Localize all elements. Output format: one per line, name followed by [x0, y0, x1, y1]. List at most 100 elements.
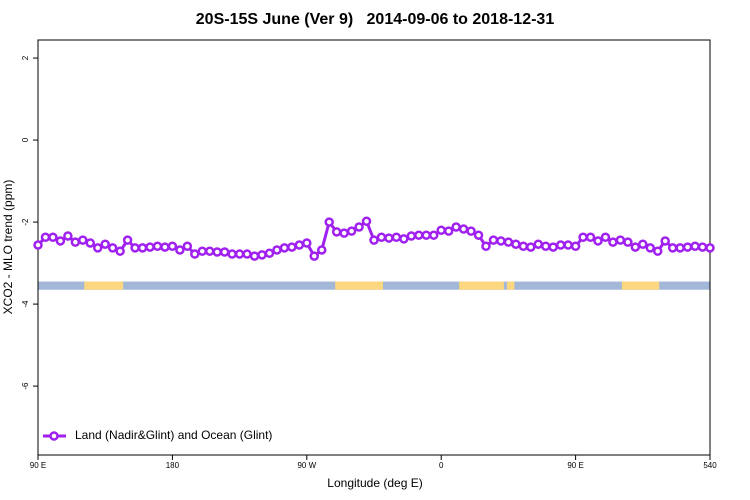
- series-point: [249, 251, 260, 261]
- series-point: [540, 241, 551, 252]
- series-point: [55, 236, 66, 246]
- series-point: [227, 249, 237, 259]
- series-point: [667, 243, 678, 253]
- x-tick-label: 90 E: [567, 461, 583, 470]
- series-point: [316, 245, 327, 255]
- series-point: [175, 245, 185, 255]
- series-point: [107, 243, 118, 253]
- x-tick-label: 180: [166, 461, 180, 470]
- y-axis-label: XCO2 - MLO trend (ppm): [1, 180, 15, 315]
- series-point: [294, 240, 305, 250]
- series-point: [421, 230, 432, 240]
- series-point: [85, 238, 96, 248]
- series-point: [466, 226, 476, 236]
- series-point: [331, 227, 342, 237]
- series-point: [436, 225, 446, 236]
- series-point: [376, 232, 387, 242]
- x-tick-label: 0: [439, 461, 444, 470]
- series-point: [428, 230, 439, 240]
- x-tick-label: 90 W: [297, 461, 316, 470]
- land-segment: [506, 281, 515, 290]
- series-point: [555, 240, 566, 250]
- series-point: [488, 235, 499, 245]
- series-point: [518, 241, 529, 252]
- y-tick-label: 0: [21, 137, 30, 142]
- series-point: [70, 237, 81, 247]
- series-point: [100, 239, 110, 249]
- series-point: [623, 237, 633, 247]
- series-point: [406, 231, 417, 241]
- series-point: [682, 242, 693, 252]
- series-point: [369, 235, 379, 245]
- land-segment: [459, 281, 504, 290]
- series-point: [578, 232, 588, 242]
- series-point: [414, 230, 424, 240]
- series-point: [122, 235, 133, 245]
- series-point: [152, 241, 163, 252]
- series-point: [600, 232, 611, 242]
- series-point: [242, 249, 252, 259]
- series-point: [257, 250, 267, 260]
- series-point: [361, 216, 372, 227]
- series-point: [593, 236, 603, 246]
- series-point: [204, 246, 215, 256]
- series-point: [630, 242, 641, 252]
- series-point: [137, 243, 148, 253]
- series-point: [675, 243, 685, 253]
- series-point: [511, 239, 521, 249]
- series-point: [309, 251, 320, 261]
- series-point: [690, 241, 700, 252]
- series-point: [391, 232, 402, 242]
- series-point: [697, 242, 708, 252]
- series-point: [324, 217, 334, 227]
- chart-title: 20S-15S June (Ver 9) 2014-09-06 to 2018-…: [196, 11, 555, 28]
- series-point: [384, 233, 394, 243]
- series-point: [705, 243, 715, 253]
- x-tick-label: 540: [703, 461, 717, 470]
- series-point: [608, 237, 618, 247]
- y-tick-label: 2: [21, 55, 30, 60]
- series-point: [346, 226, 357, 236]
- series-point: [458, 224, 469, 234]
- legend-marker: [49, 431, 59, 441]
- series-point: [451, 222, 461, 232]
- series-point: [234, 249, 245, 259]
- series-point: [585, 232, 596, 242]
- series-point: [272, 245, 282, 255]
- series-point: [48, 232, 58, 242]
- legend-label: Land (Nadir&Glint) and Ocean (Glint): [75, 428, 272, 442]
- series-point: [219, 247, 230, 257]
- series-point: [33, 240, 43, 250]
- series-point: [503, 237, 514, 247]
- series-point: [264, 248, 275, 258]
- series-point: [652, 246, 663, 256]
- series-point: [190, 249, 200, 259]
- series-point: [443, 226, 454, 236]
- series-point: [399, 234, 409, 244]
- series-point: [615, 235, 626, 245]
- series-point: [287, 242, 297, 252]
- series-point: [570, 241, 581, 252]
- series-point: [167, 241, 178, 252]
- land-segment: [621, 281, 660, 290]
- series-point: [130, 243, 140, 253]
- series-point: [339, 228, 349, 238]
- series-point: [40, 232, 51, 242]
- series-point: [563, 240, 573, 250]
- x-tick-label: 90 E: [30, 461, 46, 470]
- series-point: [302, 238, 312, 248]
- x-axis-label: Longitude (deg E): [327, 476, 422, 490]
- series-point: [182, 241, 193, 252]
- land-segment: [84, 281, 124, 290]
- series-point: [354, 222, 364, 232]
- series-point: [63, 231, 73, 241]
- series-point: [526, 242, 536, 252]
- series-point: [92, 243, 103, 253]
- series-point: [115, 246, 125, 256]
- series-point: [160, 242, 170, 252]
- series-point: [197, 246, 208, 256]
- series-point: [78, 235, 88, 245]
- series-point: [496, 236, 506, 246]
- series-point: [279, 243, 290, 253]
